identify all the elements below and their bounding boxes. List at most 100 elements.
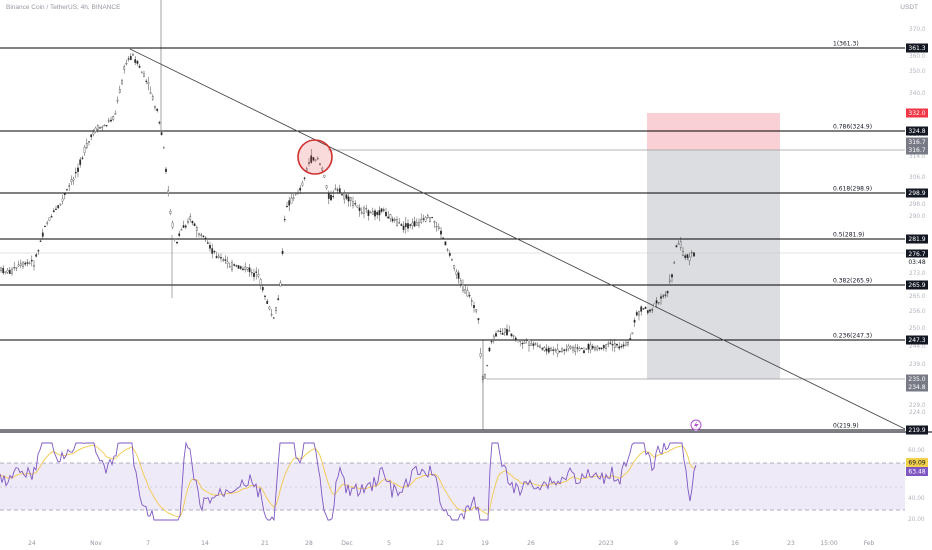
candle-body: [367, 210, 370, 216]
candle-body: [231, 262, 233, 270]
candle-body: [607, 343, 610, 345]
candle-body: [484, 374, 486, 379]
candle-body: [204, 237, 207, 239]
time-tick-label: 12: [436, 540, 444, 547]
candle-body: [336, 189, 339, 191]
candle-body: [138, 65, 141, 68]
candle-body: [297, 193, 299, 195]
entry-price-badge: 316.7: [906, 137, 928, 147]
fib-level-label: 0(219.9): [833, 423, 859, 430]
candle-body: [519, 340, 522, 342]
candle-body: [127, 58, 130, 60]
candle-body: [189, 216, 192, 221]
candle-body: [466, 290, 469, 297]
candle-body: [224, 259, 227, 261]
candle-body: [547, 347, 550, 353]
chart-symbol-title: Binance Coin / TetherUS, 4h, BINANCE: [6, 4, 121, 11]
candle-body: [371, 211, 374, 215]
price-tick-label: 290.0: [909, 214, 926, 220]
candle-body: [37, 250, 40, 252]
candle-body: [657, 302, 660, 304]
svg-text:298.9: 298.9: [908, 190, 925, 197]
time-tick-label: 9: [674, 540, 678, 547]
candle-body: [391, 218, 394, 222]
candle-body: [96, 125, 99, 130]
candle-body: [583, 350, 585, 354]
svg-text:265.9: 265.9: [908, 282, 925, 289]
candle-body: [48, 217, 51, 221]
candle-body: [327, 193, 330, 199]
price-tick-label: 244.0: [909, 344, 926, 350]
candle-body: [609, 342, 612, 344]
candle-body: [286, 206, 288, 208]
candle-body: [132, 54, 134, 56]
candle-body: [407, 223, 409, 229]
entry-price-badge-2: 316.7: [906, 145, 928, 155]
candle-body: [567, 345, 570, 349]
descending-trendline[interactable]: [129, 48, 906, 430]
candle-body: [88, 141, 90, 143]
fib-price-badge: 298.9: [906, 188, 928, 198]
candle-body: [492, 335, 495, 340]
rsi-value-badge: 69.09: [906, 458, 928, 467]
candle-body: [611, 344, 614, 346]
candle-body: [217, 255, 220, 258]
candle-body: [525, 339, 528, 341]
candle-body: [308, 162, 310, 164]
candle-body: [402, 225, 405, 230]
svg-text:276.7: 276.7: [908, 251, 925, 258]
candle-body: [211, 248, 214, 254]
candle-body: [556, 349, 559, 354]
candle-body: [629, 338, 632, 340]
time-tick-label: 28: [305, 540, 313, 547]
candle-body: [378, 210, 381, 216]
candle-body: [206, 242, 209, 244]
candle-body: [393, 218, 396, 221]
time-tick-label: 5: [387, 540, 391, 547]
price-tick-label: 298.0: [909, 202, 926, 208]
candle-body: [666, 290, 669, 294]
fib-level-label: 1(361.3): [833, 41, 859, 48]
candle-body: [561, 348, 563, 352]
candle-body: [528, 339, 530, 346]
candle-body: [334, 188, 337, 190]
svg-text:324.8: 324.8: [908, 128, 925, 135]
candle-body: [642, 308, 645, 310]
last-price-badge: 276.7: [906, 249, 928, 259]
candle-body: [99, 127, 101, 129]
candle-body: [523, 341, 526, 344]
price-axis[interactable]: 370.0360.0350.0340.0330.0320.0314.0306.0…: [909, 27, 926, 416]
candle-body: [94, 127, 97, 132]
candle-body: [605, 344, 607, 349]
candle-body: [4, 271, 7, 273]
time-tick-label: 7: [146, 540, 150, 547]
candle-body: [281, 250, 284, 254]
candle-body: [495, 333, 497, 337]
candle-body: [151, 96, 154, 100]
svg-text:332.0: 332.0: [908, 110, 925, 117]
candle-body: [303, 177, 306, 179]
highlight-circle[interactable]: [297, 139, 333, 175]
candle-body: [690, 252, 693, 254]
time-axis[interactable]: 24 Nov 7 14 21 28 Dec 5 12 19 26 2023 9 16 23 15:00 Feb: [28, 540, 874, 547]
candle-body: [158, 122, 161, 124]
fib-price-badge: 265.9: [906, 280, 928, 290]
candle-body: [101, 126, 104, 129]
candle-body: [479, 353, 482, 357]
target-zone[interactable]: [647, 150, 780, 379]
lightning-icon[interactable]: [690, 419, 702, 431]
candle-body: [2, 267, 5, 274]
fib-retracement[interactable]: [0, 47, 905, 431]
candle-body: [253, 273, 255, 277]
candle-body: [272, 317, 275, 319]
fib-price-badge: 361.3: [906, 43, 928, 53]
candle-body: [266, 300, 269, 304]
candle-body: [83, 147, 86, 154]
candle-body: [624, 341, 627, 346]
time-tick-label: 2023: [598, 540, 613, 547]
candle-body: [277, 298, 280, 300]
candle-body: [283, 218, 286, 221]
candle-body: [233, 264, 236, 266]
candle-body: [638, 311, 640, 316]
